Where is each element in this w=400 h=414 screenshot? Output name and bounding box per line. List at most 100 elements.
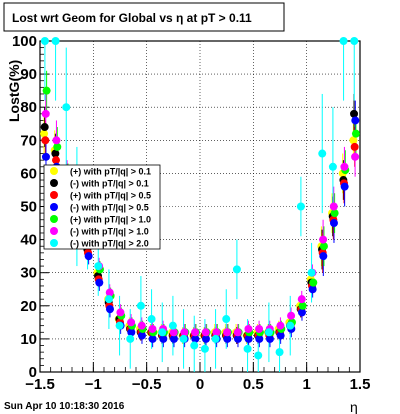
chart-title: Lost wrt Geom for Global vs η at pT > 0.… (12, 11, 252, 25)
data-point (41, 152, 50, 161)
y-tick-label: 50 (20, 199, 37, 216)
footer-timestamp: Sun Apr 10 10:18:30 2016 (4, 401, 125, 412)
data-point (329, 202, 338, 211)
legend-entry-label: (-) with pT/|q| > 1.0 (70, 227, 149, 237)
y-tick-label: 10 (20, 331, 37, 348)
data-point (350, 37, 359, 45)
data-point (254, 351, 263, 360)
data-point (191, 334, 200, 343)
data-point (350, 109, 359, 118)
data-point (191, 328, 200, 337)
legend-box (43, 164, 161, 250)
data-point (328, 162, 337, 171)
legend-entry-label: (-) with pT/|q| > 2.0 (70, 239, 149, 249)
data-point (276, 321, 285, 330)
y-tick-label: 70 (20, 132, 37, 149)
data-point (265, 334, 274, 343)
data-point (41, 109, 50, 118)
data-point (351, 129, 360, 138)
x-axis-label: η (350, 399, 358, 414)
data-point (223, 334, 232, 343)
y-axis-label: LostG(%) (6, 60, 22, 122)
data-point (233, 334, 242, 343)
data-point (126, 334, 135, 343)
legend-marker (50, 167, 58, 175)
data-point (350, 142, 359, 151)
data-point (318, 149, 327, 158)
data-point (233, 328, 242, 337)
data-point (127, 328, 136, 337)
legend-entry-label: (-) with pT/|q| > 0.5 (70, 203, 149, 213)
data-point (255, 334, 264, 343)
data-point (179, 334, 188, 343)
y-tick-label: 30 (20, 265, 37, 282)
data-point (105, 288, 114, 297)
data-point (137, 321, 146, 330)
x-tick-label: 0.5 (243, 376, 264, 393)
data-point (169, 334, 178, 343)
data-point (116, 308, 125, 317)
legend-entry-label: (+) with pT/|q| > 0.1 (70, 167, 151, 177)
data-point (148, 334, 157, 343)
data-point (94, 262, 103, 271)
data-point (340, 162, 349, 171)
data-point (212, 328, 221, 337)
legend-entry-label: (+) with pT/|q| > 1.0 (70, 215, 151, 225)
data-point (339, 37, 348, 45)
data-point (287, 311, 296, 320)
data-point (298, 301, 307, 310)
data-point (190, 341, 199, 350)
data-point (147, 315, 156, 324)
data-point (351, 152, 360, 161)
legend-marker (50, 227, 58, 235)
data-point (275, 348, 284, 357)
data-point (244, 334, 253, 343)
data-point (62, 103, 71, 112)
data-point (308, 285, 317, 294)
data-point (201, 334, 210, 343)
data-point (148, 324, 157, 333)
y-tick-label: 20 (20, 298, 37, 315)
data-point (40, 37, 49, 45)
legend-marker (50, 191, 58, 199)
data-point (319, 242, 328, 251)
data-point (307, 268, 316, 277)
y-tick-labels: 0 10 20 30 40 50 60 70 80 90 100 (12, 33, 37, 381)
data-point (41, 136, 50, 145)
data-point (127, 318, 136, 327)
data-point (84, 252, 93, 261)
data-point (201, 328, 210, 337)
x-tick-labels: −1.5 −1 −0.5 0 0.5 1 1.5 (25, 376, 370, 393)
data-point (309, 278, 318, 287)
x-tick-label: 1.5 (350, 376, 371, 393)
data-point (319, 235, 328, 244)
data-point (330, 209, 339, 218)
y-tick-label: 100 (12, 33, 37, 50)
data-point (244, 324, 253, 333)
data-point (52, 136, 61, 145)
data-point (286, 321, 295, 330)
data-point (95, 278, 104, 287)
data-point (211, 334, 220, 343)
y-tick-label: 0 (29, 364, 37, 381)
legend-entry-label: (-) with pT/|q| > 0.1 (70, 179, 149, 189)
data-point (137, 331, 146, 340)
legend-marker (50, 179, 58, 187)
x-tick-label: −0.5 (132, 376, 162, 393)
data-point (255, 324, 264, 333)
data-point (180, 328, 189, 337)
legend-marker (50, 215, 58, 223)
x-tick-label: −1.5 (25, 376, 55, 393)
title-box (3, 2, 285, 32)
data-point (169, 328, 178, 337)
data-point (319, 252, 328, 261)
data-point (168, 321, 177, 330)
data-point (276, 331, 285, 340)
data-point (159, 334, 168, 343)
data-point (136, 301, 145, 310)
data-point (349, 136, 358, 145)
y-tick-label: 60 (20, 165, 37, 182)
data-point (351, 116, 360, 125)
data-point (53, 142, 62, 151)
data-point (297, 295, 306, 304)
